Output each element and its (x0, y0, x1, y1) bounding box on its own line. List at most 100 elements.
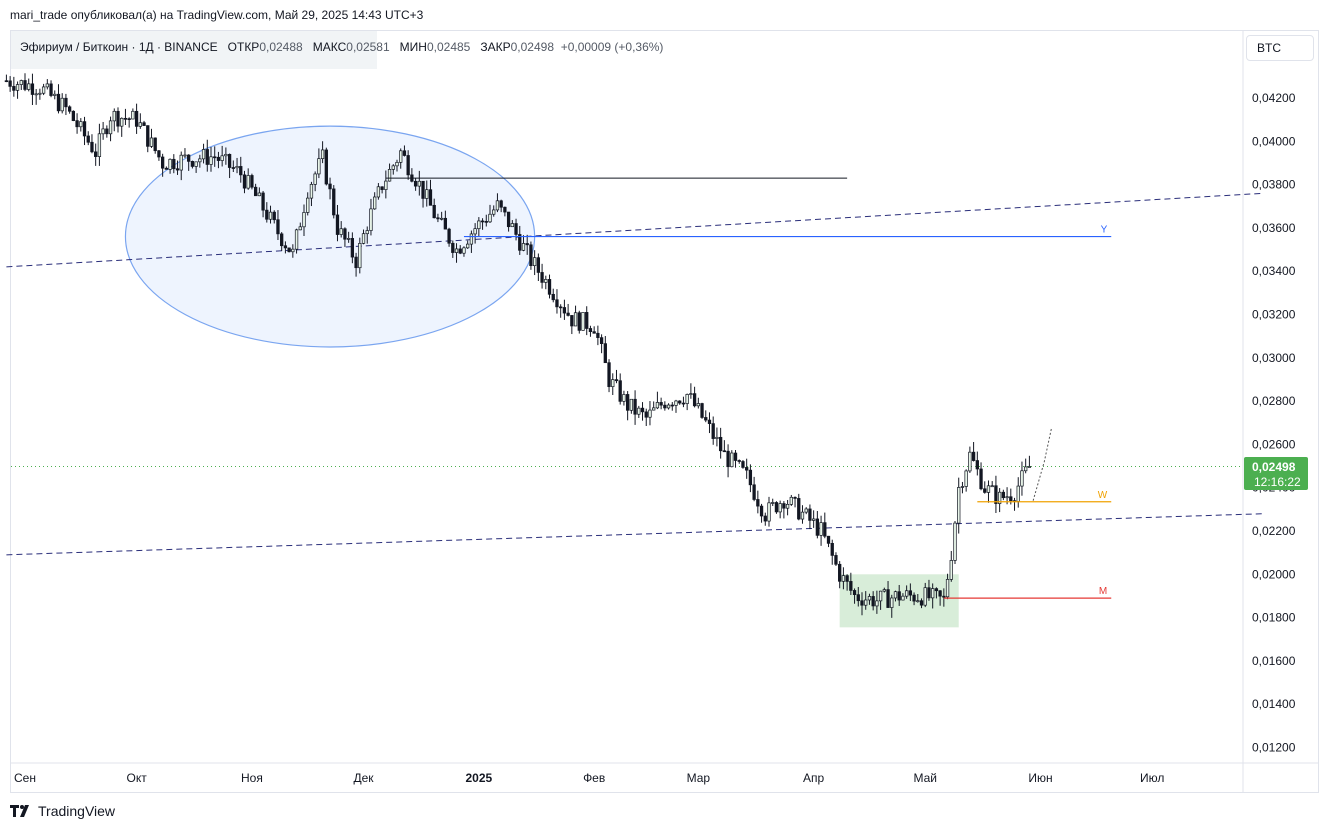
candle (365, 226, 369, 244)
candle (875, 590, 879, 614)
candle (562, 299, 567, 320)
publisher-line: mari_trade опубликовал(а) на TradingView… (10, 8, 424, 22)
candle (718, 427, 723, 459)
candle (38, 88, 42, 100)
candle (815, 511, 820, 539)
symbol-name[interactable]: Эфириум / Биткоин · 1Д · BINANCE (20, 40, 218, 54)
candle-body (417, 180, 421, 187)
candle-body (607, 362, 611, 388)
candle-body (622, 394, 626, 402)
candle-body (819, 522, 823, 536)
candle (852, 588, 857, 604)
candle (298, 222, 302, 231)
candle (685, 393, 689, 411)
candle-body (674, 400, 678, 406)
candle (361, 229, 366, 245)
candle (451, 240, 455, 258)
candle (108, 116, 113, 142)
candle (462, 246, 466, 257)
candle (291, 244, 295, 258)
candle (406, 150, 410, 180)
candle-body (443, 217, 448, 230)
candle-body (332, 188, 336, 216)
candle-body (213, 156, 217, 159)
candle-body (224, 153, 228, 157)
candle (287, 247, 291, 253)
currency-button[interactable]: BTC (1246, 35, 1314, 61)
candle (994, 475, 998, 514)
tradingview-brand[interactable]: TradingView (10, 803, 115, 819)
candle (328, 177, 332, 200)
candle-body (86, 135, 90, 143)
candle-body (875, 600, 879, 607)
candle (904, 585, 909, 599)
candle-body (912, 594, 916, 602)
y-tick-label: 0,03200 (1252, 308, 1296, 322)
candle (1024, 458, 1028, 474)
candle-body (841, 575, 846, 582)
candle-body (566, 312, 570, 316)
candle-body (480, 220, 485, 223)
candle (227, 153, 232, 179)
candle (789, 494, 793, 506)
candle-body (123, 117, 128, 120)
candle-body (235, 166, 239, 169)
candle (268, 205, 273, 224)
candle (681, 396, 686, 408)
candle-body (782, 503, 786, 509)
candle (540, 263, 544, 289)
x-tick-label: Апр (803, 771, 825, 785)
candle (808, 504, 812, 530)
candle-body (1009, 496, 1013, 502)
candle (945, 573, 950, 600)
candle (387, 163, 392, 182)
candle-body (860, 600, 864, 606)
candle (391, 164, 395, 175)
candle (123, 108, 128, 126)
candle-body (506, 211, 511, 228)
candle (239, 156, 243, 183)
candle (599, 334, 604, 354)
candle-body (183, 154, 187, 157)
candle (19, 79, 23, 90)
candle-body (194, 161, 198, 167)
candle (153, 137, 157, 154)
candle-body (979, 468, 983, 490)
candle-body (953, 522, 957, 561)
candle (484, 214, 488, 227)
candle (112, 108, 116, 132)
candle (477, 217, 481, 237)
candle-body (112, 110, 116, 122)
candle-body (778, 503, 782, 513)
candle-body (570, 315, 574, 327)
candle-body (239, 166, 243, 176)
candle-body (198, 158, 202, 163)
candle-body (71, 110, 76, 121)
candle-body (603, 343, 607, 364)
candle-body (294, 229, 299, 250)
candle (272, 210, 276, 224)
candle-body (361, 233, 366, 244)
candle (912, 592, 916, 606)
candle-body (871, 596, 875, 607)
candle (205, 139, 209, 172)
candle (678, 400, 682, 405)
candle (629, 398, 634, 414)
candle-body (596, 332, 600, 338)
candle-body (901, 595, 905, 601)
candle-body (763, 515, 767, 522)
candle (797, 493, 801, 521)
y-tick-label: 0,03800 (1252, 178, 1296, 192)
candle (280, 232, 284, 251)
candle-body (116, 110, 120, 127)
candle-body (339, 228, 343, 235)
candle-body (387, 169, 392, 182)
candle-body (845, 575, 849, 582)
candle-body (625, 394, 630, 411)
candle-body (242, 174, 247, 189)
candle-body (250, 175, 254, 188)
candle-body (477, 220, 481, 230)
candle (916, 593, 920, 603)
candle (1020, 461, 1024, 496)
